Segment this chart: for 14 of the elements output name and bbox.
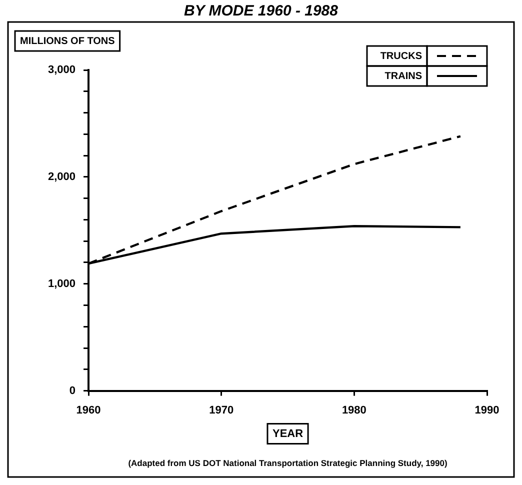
x-tick-label: 1980	[342, 404, 366, 416]
y-tick-label: 2,000	[48, 170, 76, 183]
x-axis-title: YEAR	[272, 428, 304, 440]
chart-title: BY MODE 1960 - 1988	[184, 2, 339, 20]
text: (Adapted from US DOT National Transportation Strategic Planning Study, 1990)	[128, 458, 448, 468]
y-tick-label: 3,000	[48, 64, 76, 76]
y-tick-label: 1,000	[48, 278, 76, 290]
x-tick-label: 1960	[76, 404, 101, 416]
y-axis-title: MILLIONS OF TONS	[20, 36, 116, 47]
legend-label: TRAINS	[384, 70, 422, 82]
legend-label: TRUCKS	[380, 50, 422, 62]
x-tick-label: 1990	[474, 404, 500, 416]
y-tick-label: 0	[69, 384, 76, 397]
x-tick-label: 1970	[209, 404, 234, 416]
